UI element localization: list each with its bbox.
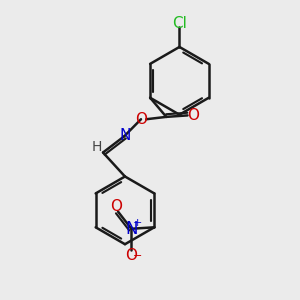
- Text: N: N: [125, 220, 138, 238]
- Text: H: H: [91, 140, 102, 154]
- Text: +: +: [133, 218, 142, 228]
- Text: O: O: [110, 199, 122, 214]
- Text: O: O: [135, 112, 147, 127]
- Text: −: −: [133, 251, 142, 261]
- Text: O: O: [125, 248, 137, 263]
- Text: O: O: [187, 108, 199, 123]
- Text: Cl: Cl: [172, 16, 187, 31]
- Text: N: N: [119, 128, 130, 142]
